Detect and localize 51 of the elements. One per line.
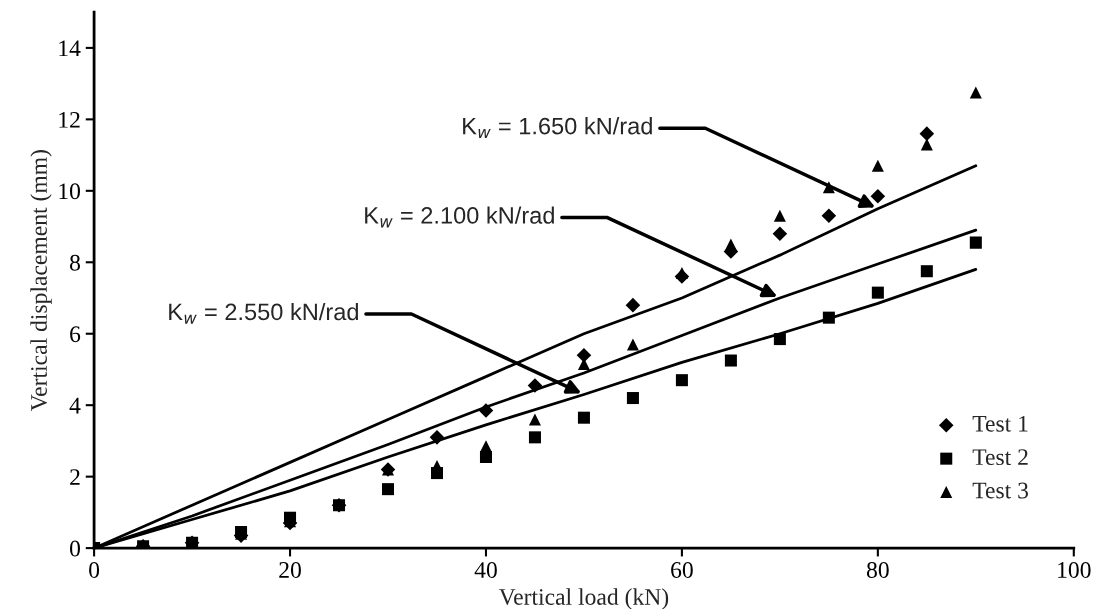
x-tick-label: 100 [1058,561,1091,578]
point [724,238,737,251]
point [528,413,541,426]
x-axis-title: Vertical load (kN) [498,588,669,609]
point [969,86,982,99]
y-tick-label: 14 [59,40,81,57]
y-axis-title: Vertical displacement (mm) [30,150,52,411]
point [773,209,786,222]
x-tick-label: 20 [279,561,301,578]
point [527,378,543,393]
point [969,236,982,249]
point [625,297,641,313]
annotation: K$_{w}$ = 1.650 kN/rad [463,117,652,139]
legend-label: Test 3 [972,482,1029,499]
point [920,265,933,278]
y-tick-label: 8 [70,254,80,271]
point [528,431,541,444]
point [381,483,395,496]
legend-label: Test 2 [972,449,1028,466]
x-tick-label: 40 [474,561,497,578]
point [724,354,737,367]
point [479,450,492,464]
point [626,338,639,351]
y-tick-label: 10 [59,183,80,200]
point [577,411,590,424]
point [478,403,494,418]
y-tick-label: 0 [70,540,80,557]
point [821,208,837,224]
point [576,347,592,363]
x-tick-label: 60 [671,561,693,578]
annotation: K$_{w}$ = 2.100 kN/rad [365,206,554,228]
point [871,286,884,299]
point [675,374,688,387]
point [333,499,346,512]
point [772,226,788,241]
point [919,126,935,141]
point [870,188,886,204]
point [675,266,688,280]
legend-label: Test 1 [972,415,1028,432]
x-tick-label: 80 [866,561,889,578]
point [429,430,445,445]
y-tick-label: 6 [70,326,81,343]
x-tick-label: 0 [89,561,100,578]
point [773,333,786,346]
point [822,311,835,324]
point [871,159,884,172]
point [626,392,639,405]
y-tick-label: 2 [70,469,80,485]
y-tick-label: 4 [69,397,81,414]
annotation: K$_{w}$ = 2.550 kN/rad [169,302,358,324]
y-tick-label: 12 [59,111,80,128]
